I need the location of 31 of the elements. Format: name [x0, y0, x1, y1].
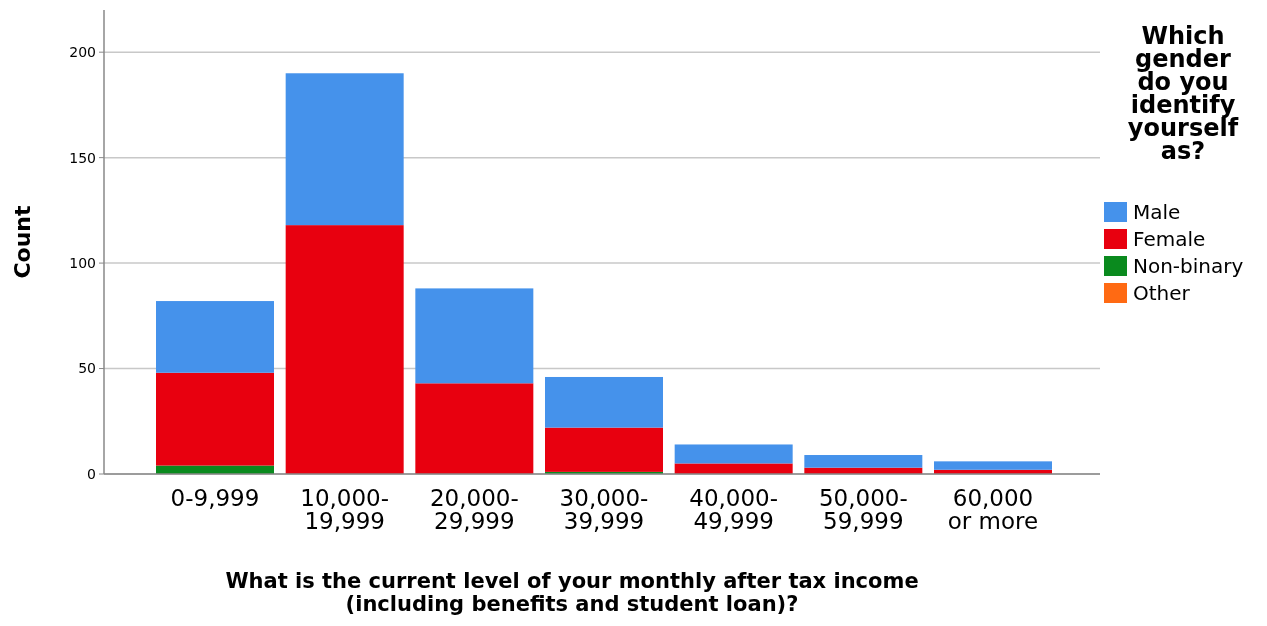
y-tick-label: 100	[69, 254, 96, 271]
y-axis-title: Count	[10, 204, 35, 279]
bar	[545, 427, 663, 472]
bar	[674, 463, 793, 474]
x-tick-label: 50,000- 59,999	[818, 485, 908, 534]
x-tick-label: 40,000- 49,999	[689, 485, 779, 534]
bar	[674, 444, 793, 464]
legend-label: Female	[1133, 227, 1206, 251]
y-tick-label: 0	[87, 465, 96, 482]
x-axis-title: What is the current level of your monthly after tax income (including benefits and student loan)?	[225, 569, 919, 616]
x-tick-label: 60,000 or more	[947, 485, 1039, 534]
legend-label: Male	[1133, 200, 1181, 224]
bar	[545, 376, 663, 428]
x-tick-label: 10,000- 19,999	[300, 485, 390, 534]
y-tick-label: 50	[78, 360, 96, 377]
x-tick-label: 30,000- 39,999	[559, 485, 649, 534]
legend-title: Which gender do you identify yourself as?	[1127, 22, 1239, 165]
bar	[415, 288, 534, 384]
legend-label: Non-binary	[1133, 254, 1244, 278]
bar	[934, 461, 1052, 470]
bar	[285, 73, 404, 226]
x-tick-label: 20,000- 29,999	[429, 485, 519, 534]
bar	[156, 301, 274, 373]
legend-label: Other	[1133, 281, 1191, 305]
bar	[285, 225, 404, 474]
bar	[804, 455, 923, 468]
bar	[415, 383, 534, 474]
bar	[156, 372, 274, 466]
y-tick-label: 150	[69, 149, 96, 166]
y-tick-label: 200	[69, 44, 96, 61]
x-tick-label: 0-9,999	[170, 485, 260, 511]
